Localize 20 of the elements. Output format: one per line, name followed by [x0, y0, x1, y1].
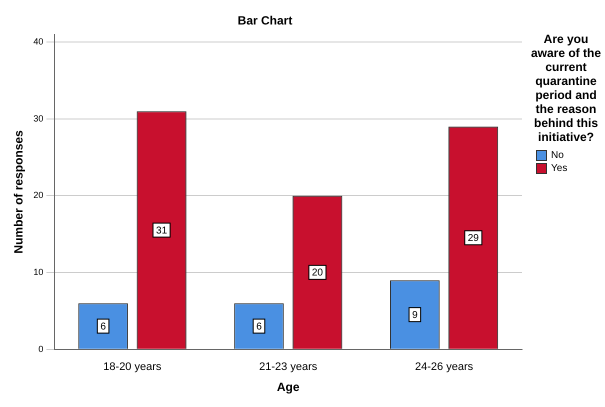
x-tick-label: 24-26 years — [415, 361, 474, 374]
y-axis-title: Number of responses — [12, 130, 26, 254]
legend-title: Are you aware of the current quarantine period and the reason behind this initiative? — [530, 32, 602, 144]
data-label: 20 — [312, 268, 324, 279]
y-tick-label: 0 — [38, 344, 44, 354]
y-tick-label: 20 — [33, 190, 44, 200]
y-tick-label: 30 — [33, 113, 44, 124]
x-tick-label: 21-23 years — [259, 361, 318, 374]
chart-title: Bar Chart — [238, 14, 292, 28]
x-tick-label: 18-20 years — [103, 361, 162, 374]
data-label: 6 — [100, 321, 106, 332]
data-label: 31 — [156, 225, 168, 236]
data-label: 29 — [468, 233, 480, 244]
data-label: 6 — [256, 321, 262, 332]
y-tick-label: 40 — [33, 36, 44, 47]
x-axis-title: Age — [276, 380, 300, 394]
legend-label: Yes — [551, 163, 568, 174]
legend-label: No — [551, 150, 564, 161]
data-label: 9 — [412, 310, 418, 321]
y-tick-label: 10 — [33, 267, 44, 278]
